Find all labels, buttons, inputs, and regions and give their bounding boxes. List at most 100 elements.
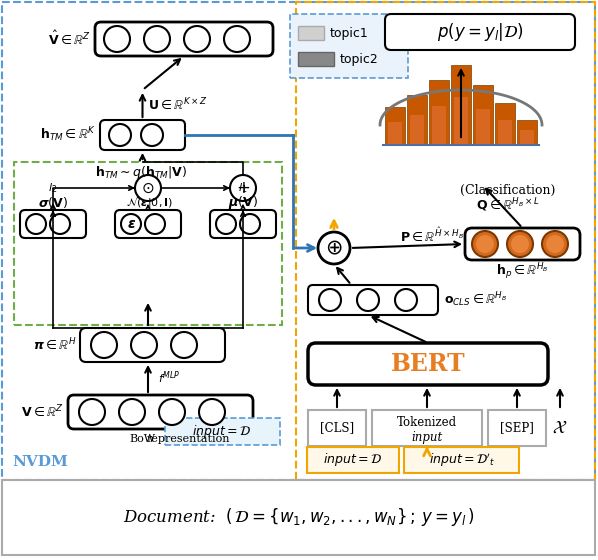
Text: $\mathbf{V}\in\mathbb{R}^Z$: $\mathbf{V}\in\mathbb{R}^Z$ — [21, 404, 64, 421]
Bar — [165, 418, 280, 445]
Circle shape — [318, 232, 350, 264]
Text: $l_1$: $l_1$ — [239, 181, 248, 195]
Circle shape — [507, 231, 533, 257]
Bar — [520, 130, 534, 145]
Text: $l_2$: $l_2$ — [48, 181, 57, 195]
Circle shape — [145, 214, 165, 234]
Text: $\mathcal{X}$: $\mathcal{X}$ — [553, 419, 568, 437]
Circle shape — [50, 214, 70, 234]
Bar — [473, 85, 493, 145]
Text: $\boldsymbol{\sigma}(\mathbf{V})$: $\boldsymbol{\sigma}(\mathbf{V})$ — [38, 194, 68, 209]
Bar — [410, 115, 424, 145]
Circle shape — [159, 399, 185, 425]
Bar — [407, 95, 427, 145]
Text: $\mathcal{N}(\boldsymbol{\epsilon}|0,\mathbf{I})$: $\mathcal{N}(\boldsymbol{\epsilon}|0,\ma… — [126, 194, 173, 209]
Text: $\mathbf{Q}\in\mathbb{R}^{H_B\times L}$: $\mathbf{Q}\in\mathbb{R}^{H_B\times L}$ — [475, 196, 539, 214]
Text: $f^{MLP}$: $f^{MLP}$ — [158, 370, 181, 386]
Bar — [476, 109, 490, 145]
Circle shape — [141, 124, 163, 146]
Bar — [488, 410, 546, 446]
Text: Tokenized: Tokenized — [397, 416, 457, 428]
Circle shape — [240, 214, 260, 234]
Circle shape — [131, 332, 157, 358]
Circle shape — [104, 26, 130, 52]
Text: BERT: BERT — [390, 352, 465, 376]
Text: Document:  $\left(\,\mathcal{D}=\{w_1,w_2,...,w_N\}\,;\,y=y_l\,\right)$: Document: $\left(\,\mathcal{D}=\{w_1,w_2… — [123, 506, 475, 528]
Circle shape — [546, 235, 564, 253]
Text: $\mathbf{o}_{CLS}\in\mathbb{R}^{H_B}$: $\mathbf{o}_{CLS}\in\mathbb{R}^{H_B}$ — [444, 291, 507, 309]
Text: topic2: topic2 — [340, 53, 379, 66]
Circle shape — [511, 235, 529, 253]
Bar — [308, 410, 366, 446]
Circle shape — [119, 399, 145, 425]
Bar — [429, 80, 449, 145]
Text: $\hat{\mathbf{V}}\in\mathbb{R}^Z$: $\hat{\mathbf{V}}\in\mathbb{R}^Z$ — [48, 30, 91, 48]
Text: $+$: $+$ — [236, 179, 250, 197]
Bar — [307, 447, 399, 473]
Text: topic1: topic1 — [330, 26, 369, 40]
Text: $\mathbf{h}_{TM}\in\mathbb{R}^K$: $\mathbf{h}_{TM}\in\mathbb{R}^K$ — [40, 125, 96, 144]
Circle shape — [472, 231, 498, 257]
Text: $\boldsymbol{\pi}\in\mathbb{R}^H$: $\boldsymbol{\pi}\in\mathbb{R}^H$ — [32, 337, 76, 353]
Bar — [372, 410, 482, 446]
Text: [SEP]: [SEP] — [500, 422, 534, 435]
Circle shape — [542, 231, 568, 257]
Bar — [388, 122, 402, 145]
Text: $\mathbf{P}\in\mathbb{R}^{\hat{H}\times H_B}$: $\mathbf{P}\in\mathbb{R}^{\hat{H}\times … — [400, 227, 464, 245]
Bar — [290, 14, 408, 78]
Text: $\boldsymbol{\mu}(\mathbf{V})$: $\boldsymbol{\mu}(\mathbf{V})$ — [228, 194, 258, 211]
Text: $\odot$: $\odot$ — [141, 180, 155, 195]
FancyBboxPatch shape — [115, 210, 181, 238]
Bar — [296, 2, 595, 480]
Circle shape — [121, 214, 141, 234]
Text: $\mathbf{h}_p\in\mathbb{R}^{H_B}$: $\mathbf{h}_p\in\mathbb{R}^{H_B}$ — [496, 262, 549, 282]
Bar — [498, 120, 512, 145]
FancyBboxPatch shape — [80, 328, 225, 362]
FancyBboxPatch shape — [20, 210, 86, 238]
FancyBboxPatch shape — [95, 22, 273, 56]
Bar — [298, 52, 334, 66]
Circle shape — [216, 214, 236, 234]
Circle shape — [26, 214, 46, 234]
Bar — [385, 107, 405, 145]
Text: representation: representation — [147, 434, 230, 444]
Text: NVDM: NVDM — [12, 455, 68, 469]
Bar — [451, 65, 471, 145]
Text: $input=\mathcal{D}$: $input=\mathcal{D}$ — [193, 422, 252, 440]
Text: BoW: BoW — [129, 434, 155, 444]
Bar — [2, 2, 595, 480]
Text: $\mathbf{U}\in\mathbb{R}^{K\times Z}$: $\mathbf{U}\in\mathbb{R}^{K\times Z}$ — [148, 97, 208, 113]
Bar — [298, 26, 324, 40]
Circle shape — [91, 332, 117, 358]
Text: $\oplus$: $\oplus$ — [325, 238, 343, 258]
Text: (Classification): (Classification) — [460, 184, 555, 197]
Bar — [495, 103, 515, 145]
Bar — [2, 480, 595, 555]
Text: $p(y=y_l|\mathcal{D})$: $p(y=y_l|\mathcal{D})$ — [437, 21, 523, 43]
Bar — [432, 106, 446, 145]
Circle shape — [109, 124, 131, 146]
FancyBboxPatch shape — [308, 343, 548, 385]
Bar — [454, 97, 468, 145]
Text: [CLS]: [CLS] — [320, 422, 354, 435]
FancyBboxPatch shape — [308, 285, 438, 315]
Text: $\boldsymbol{\epsilon}$: $\boldsymbol{\epsilon}$ — [127, 217, 136, 231]
Circle shape — [135, 175, 161, 201]
Circle shape — [395, 289, 417, 311]
Bar — [517, 120, 537, 145]
Bar — [404, 447, 519, 473]
Circle shape — [357, 289, 379, 311]
Text: $\mathbf{h}_{TM}\sim q(\mathbf{h}_{TM}|\mathbf{V})$: $\mathbf{h}_{TM}\sim q(\mathbf{h}_{TM}|\… — [95, 164, 187, 180]
Text: $input=\mathcal{D}$: $input=\mathcal{D}$ — [324, 451, 383, 469]
FancyBboxPatch shape — [465, 228, 580, 260]
Circle shape — [476, 235, 494, 253]
FancyBboxPatch shape — [210, 210, 276, 238]
Circle shape — [199, 399, 225, 425]
Circle shape — [230, 175, 256, 201]
Circle shape — [224, 26, 250, 52]
Text: input: input — [411, 431, 443, 444]
Circle shape — [144, 26, 170, 52]
Bar — [14, 162, 282, 325]
Circle shape — [319, 289, 341, 311]
FancyBboxPatch shape — [100, 120, 185, 150]
